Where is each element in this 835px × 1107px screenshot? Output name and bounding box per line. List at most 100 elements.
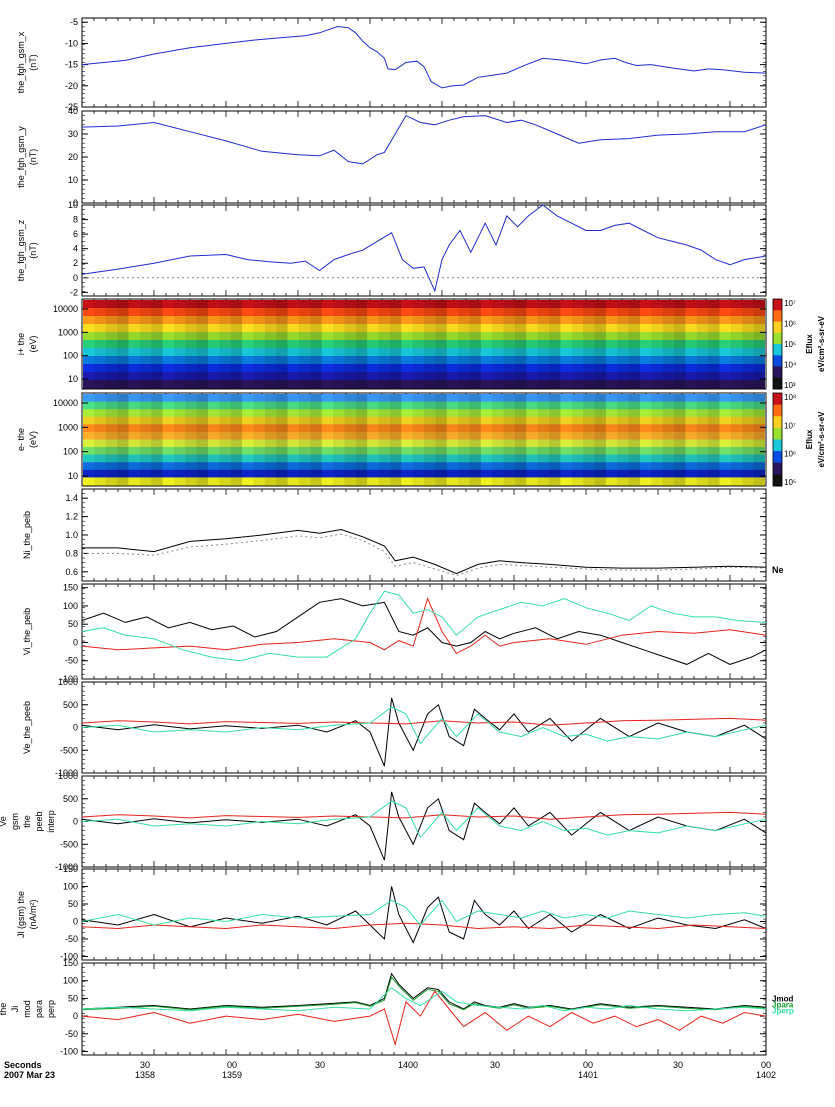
spectrogram-column	[730, 300, 743, 388]
y-tick-label: 0.6	[65, 567, 78, 577]
y-tick-label: 0	[73, 198, 78, 208]
colorbar-segment	[773, 462, 782, 475]
y-axis-label: (nA/m²)	[28, 900, 38, 930]
spectrogram-column	[151, 300, 163, 388]
spectrogram-column	[526, 300, 537, 388]
spectrogram-column	[310, 394, 322, 485]
y-tick-label: 150	[63, 864, 78, 874]
spectrogram-column	[503, 394, 515, 485]
colorbar-segment	[773, 393, 782, 406]
spectrogram-column	[424, 394, 436, 485]
spectrogram-column	[628, 394, 640, 485]
colorbar-label: Eflux	[805, 429, 814, 449]
spectrogram-column	[288, 394, 299, 485]
spectrogram-column	[151, 394, 163, 485]
spectrogram-column	[492, 394, 504, 485]
y-tick-label: -1000	[55, 768, 78, 778]
spectrogram-column	[230, 300, 243, 388]
spectrogram-column	[606, 394, 617, 485]
series-line-black	[82, 528, 767, 575]
spectrogram-column	[253, 394, 265, 485]
time-tick-label: 30	[140, 1060, 150, 1070]
spectrogram-column	[583, 394, 595, 485]
spectrogram-column	[128, 300, 139, 388]
spectrogram-column	[583, 300, 595, 388]
spectrogram-band	[83, 340, 765, 349]
spectrogram-column	[696, 300, 709, 388]
spectrogram-band	[83, 477, 765, 486]
spectrogram-column	[435, 394, 447, 485]
spectrogram-column	[685, 300, 696, 388]
spectrogram-band	[83, 409, 765, 418]
y-tick-label: 1000	[58, 771, 78, 781]
spectrogram-column	[514, 300, 527, 388]
colorbar-tick-label: 10³	[784, 381, 796, 390]
spectrogram-column	[708, 394, 720, 485]
y-tick-label: 100	[63, 447, 78, 457]
y-tick-label: 2	[73, 258, 78, 268]
series-line-black	[81, 697, 767, 767]
spectrogram-column	[674, 300, 686, 388]
series-line-green	[81, 800, 767, 839]
colorbar-segment	[773, 377, 782, 390]
y-axis-label: the	[0, 1003, 8, 1016]
spectrogram-column	[298, 394, 311, 485]
time-tick-label: 00	[227, 1060, 237, 1070]
y-tick-label: 10000	[53, 304, 78, 314]
spectrogram-column	[424, 300, 436, 388]
spectrogram-column	[94, 300, 106, 388]
spectrogram-band	[83, 364, 765, 373]
spectrogram-column	[276, 300, 288, 388]
colorbar-segment	[773, 439, 782, 452]
spectrogram-column	[549, 300, 561, 388]
y-tick-label: -25	[65, 102, 78, 112]
y-axis-label: (nT)	[28, 149, 38, 166]
y-tick-label: 1000	[58, 422, 78, 432]
y-tick-label: -1000	[55, 862, 78, 872]
y-tick-label: -100	[60, 674, 78, 684]
y-tick-label: 50	[68, 993, 78, 1003]
series-line-green	[81, 706, 767, 745]
spectrogram-column	[219, 300, 231, 388]
panel-frame	[81, 868, 767, 961]
y-tick-label: 8	[73, 215, 78, 225]
panel-frame	[81, 110, 767, 204]
series-line-red	[81, 717, 767, 726]
y-tick-label: -15	[65, 60, 78, 70]
spectrogram-column	[196, 300, 209, 388]
spectrogram-column	[412, 300, 424, 388]
time-axis-row-label: Seconds	[4, 1060, 42, 1070]
spectrogram-column	[696, 394, 709, 485]
y-tick-label: -100	[60, 1046, 78, 1056]
spectrogram-band	[83, 462, 765, 471]
spectrogram-column	[606, 300, 617, 388]
y-tick-label: 100	[63, 351, 78, 361]
spectrogram-column	[264, 300, 277, 388]
y-tick-label: 10	[68, 200, 78, 210]
colorbar-label: eV/cm²-s-sr-eV	[817, 315, 826, 372]
y-axis-label: Vi_the_peib	[22, 608, 32, 655]
spectrogram-column	[753, 300, 765, 388]
y-axis-label: the_fgh_gsm_z	[16, 219, 26, 281]
spectrogram-column	[264, 394, 277, 485]
panel-frame	[81, 775, 767, 868]
panel-frame	[81, 681, 767, 774]
y-axis-label: i+ the	[16, 333, 26, 355]
y-axis-label: Jl (gsm) the	[16, 891, 26, 938]
panel-frame	[81, 17, 767, 108]
colorbar-tick-label: 10⁴	[784, 361, 797, 370]
y-tick-label: 0	[73, 637, 78, 647]
panel-frame	[81, 392, 767, 487]
spectrogram-column	[492, 300, 504, 388]
y-axis-label: the_fgh_gsm_y	[16, 126, 26, 188]
time-tick-label: 1358	[135, 1070, 155, 1080]
spectrogram-column	[173, 394, 186, 485]
spectrogram-column	[447, 394, 458, 485]
y-axis-label: (nT)	[28, 54, 38, 71]
spectrogram-band	[83, 394, 765, 403]
panel-frame	[81, 298, 767, 390]
y-tick-label: -2	[70, 287, 78, 297]
legend-label: Ne	[772, 565, 784, 575]
spectrogram-column	[447, 300, 458, 388]
y-tick-label: -100	[60, 952, 78, 962]
